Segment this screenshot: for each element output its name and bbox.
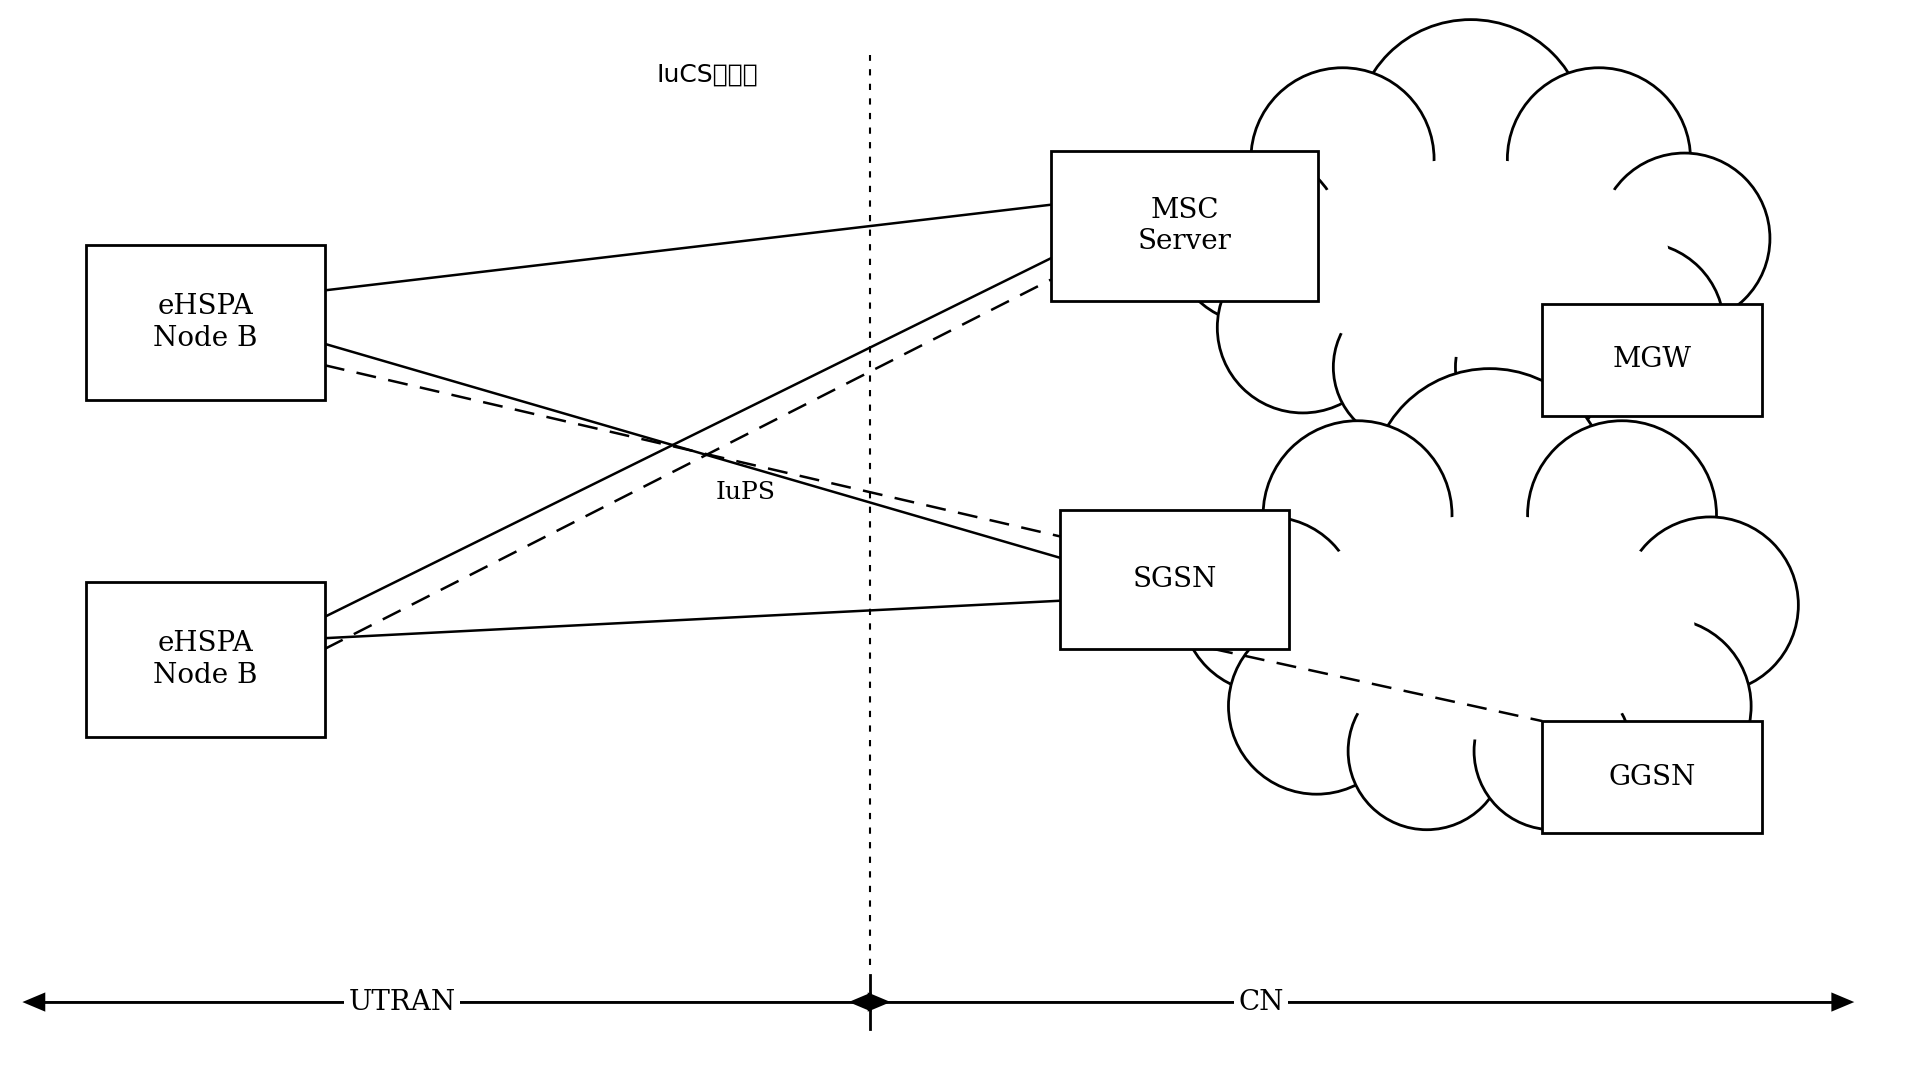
Text: IuCS控制面: IuCS控制面	[657, 63, 759, 87]
Ellipse shape	[1622, 517, 1798, 693]
Text: SGSN: SGSN	[1133, 565, 1217, 592]
Text: eHSPA
Node B: eHSPA Node B	[153, 293, 258, 352]
Ellipse shape	[1273, 159, 1668, 357]
FancyBboxPatch shape	[1542, 721, 1762, 834]
Ellipse shape	[1355, 19, 1586, 251]
Ellipse shape	[1473, 673, 1632, 829]
Text: GGSN: GGSN	[1609, 764, 1695, 791]
FancyBboxPatch shape	[86, 582, 325, 737]
Text: MGW: MGW	[1613, 347, 1691, 373]
FancyBboxPatch shape	[1542, 304, 1762, 416]
Ellipse shape	[1600, 153, 1770, 324]
Ellipse shape	[1171, 153, 1343, 324]
Ellipse shape	[1575, 618, 1750, 794]
Ellipse shape	[1334, 291, 1487, 443]
FancyArrow shape	[23, 993, 870, 1012]
Ellipse shape	[1181, 517, 1357, 693]
Text: eHSPA
Node B: eHSPA Node B	[153, 631, 258, 689]
Text: MSC
Server: MSC Server	[1137, 197, 1231, 255]
FancyBboxPatch shape	[1061, 510, 1290, 649]
Ellipse shape	[1456, 291, 1609, 443]
Text: CN: CN	[1238, 988, 1284, 1015]
Text: IuPS: IuPS	[715, 482, 776, 504]
Ellipse shape	[1263, 421, 1452, 609]
FancyArrow shape	[848, 993, 1833, 1012]
Ellipse shape	[1254, 493, 1726, 762]
Ellipse shape	[1370, 369, 1609, 607]
Ellipse shape	[1554, 242, 1724, 413]
FancyArrow shape	[44, 993, 891, 1012]
Ellipse shape	[1347, 673, 1506, 829]
Text: UTRAN: UTRAN	[348, 988, 455, 1015]
Ellipse shape	[1527, 421, 1716, 609]
FancyBboxPatch shape	[86, 245, 325, 400]
Ellipse shape	[1217, 242, 1387, 413]
Ellipse shape	[1229, 618, 1405, 794]
FancyArrow shape	[870, 993, 1854, 1012]
Ellipse shape	[1284, 515, 1695, 740]
FancyBboxPatch shape	[1051, 151, 1319, 302]
Ellipse shape	[1508, 68, 1691, 251]
Ellipse shape	[1242, 139, 1699, 377]
Ellipse shape	[1252, 68, 1433, 251]
